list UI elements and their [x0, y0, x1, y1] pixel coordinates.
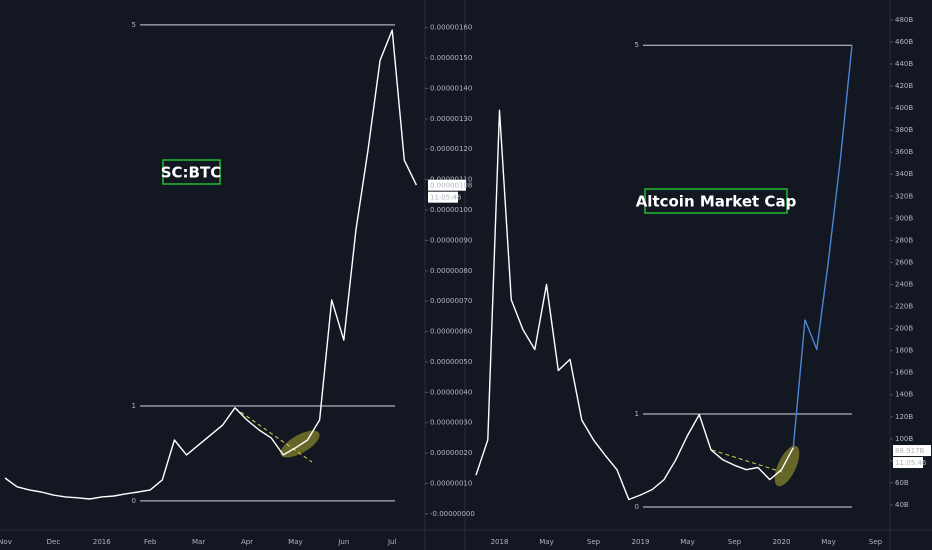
y-tick-label: 0.00000080 — [430, 267, 472, 275]
y-tick-label: 0.00000150 — [430, 54, 472, 62]
x-tick-label: Apr — [241, 538, 253, 546]
price-line — [475, 109, 794, 501]
x-tick-label: Sep — [869, 538, 883, 546]
line-connector — [792, 319, 806, 448]
time-tag-label: 11:05:46 — [430, 194, 462, 202]
annotation: Altcoin Market Cap — [636, 193, 797, 211]
y-tick-label: 0.00000040 — [430, 388, 472, 396]
trendline — [711, 449, 783, 473]
y-tick-label: 0.00000090 — [430, 236, 472, 244]
y-tick-label: 380B — [895, 126, 913, 134]
annotation: SC:BTC — [161, 164, 221, 182]
x-tick-label: 2020 — [773, 538, 791, 546]
x-tick-label: Jun — [337, 538, 349, 546]
y-tick-label: 160B — [895, 369, 913, 377]
x-tick-label: May — [680, 538, 694, 546]
x-tick-label: 2018 — [491, 538, 509, 546]
x-tick-label: 2019 — [632, 538, 650, 546]
fib-label: 1 — [635, 410, 639, 418]
time-tag-label: 11:05:46 — [895, 459, 927, 467]
x-tick-label: May — [821, 538, 835, 546]
y-tick-label: 220B — [895, 303, 913, 311]
y-tick-label: 140B — [895, 391, 913, 399]
price-tag — [428, 179, 466, 191]
y-tick-label: 0.00000120 — [430, 145, 472, 153]
y-tick-label: 120B — [895, 413, 913, 421]
y-tick-label: 440B — [895, 60, 913, 68]
annotation-box — [162, 159, 221, 185]
y-tick-label: 300B — [895, 214, 913, 222]
y-tick-label: 0.00000140 — [430, 84, 472, 92]
fib-label: 5 — [132, 21, 136, 29]
x-tick-label: Jul — [387, 538, 397, 546]
fib-label: 1 — [132, 402, 136, 410]
x-tick-label: May — [539, 538, 553, 546]
y-tick-label: 0.00000110 — [430, 176, 472, 184]
fib-label: 0 — [635, 503, 639, 511]
y-tick-label: 360B — [895, 148, 913, 156]
y-tick-label: 260B — [895, 258, 913, 266]
fib-label: 0 — [132, 497, 136, 505]
y-tick-label: 0.00000050 — [430, 358, 472, 366]
y-tick-label: -0.00000000 — [430, 510, 475, 518]
x-tick-label: Feb — [144, 538, 157, 546]
y-tick-label: 0.00000100 — [430, 206, 472, 214]
time-tag — [893, 457, 923, 469]
price-tag — [893, 445, 931, 457]
price-line — [804, 45, 853, 351]
y-tick-label: 0.00000060 — [430, 328, 472, 336]
y-tick-label: 240B — [895, 280, 913, 288]
x-tick-label: Sep — [728, 538, 742, 546]
y-tick-label: 0.00000030 — [430, 419, 472, 427]
annotation-box — [644, 188, 788, 214]
y-tick-label: 420B — [895, 82, 913, 90]
fib-label: 5 — [635, 41, 639, 49]
trendline — [234, 407, 313, 463]
x-tick-label: 2016 — [93, 538, 111, 546]
y-tick-label: 400B — [895, 104, 913, 112]
y-tick-label: 320B — [895, 192, 913, 200]
time-tag — [428, 191, 458, 203]
y-tick-label: 460B — [895, 38, 913, 46]
x-tick-label: May — [288, 538, 302, 546]
price-line — [4, 29, 418, 500]
y-tick-label: 0.00000070 — [430, 297, 472, 305]
highlight — [774, 445, 800, 487]
y-tick-label: 200B — [895, 325, 913, 333]
y-tick-label: 0.00000160 — [430, 24, 472, 32]
x-tick-label: Mar — [192, 538, 205, 546]
y-tick-label: 0.00000010 — [430, 480, 472, 488]
price-tag-label: 88.917B — [895, 447, 924, 455]
y-tick-label: 280B — [895, 236, 913, 244]
price-tag-label: 0.00000108 — [430, 182, 472, 190]
y-tick-label: 480B — [895, 16, 913, 24]
y-tick-label: 340B — [895, 170, 913, 178]
y-tick-label: 100B — [895, 435, 913, 443]
y-tick-label: 40B — [895, 501, 909, 509]
y-tick-label: 0.00000130 — [430, 115, 472, 123]
y-tick-label: 180B — [895, 347, 913, 355]
y-tick-label: 60B — [895, 479, 909, 487]
x-tick-label: Sep — [587, 538, 601, 546]
x-tick-label: Dec — [47, 538, 61, 546]
y-tick-label: 0.00000020 — [430, 449, 472, 457]
x-tick-label: Nov — [0, 538, 12, 546]
